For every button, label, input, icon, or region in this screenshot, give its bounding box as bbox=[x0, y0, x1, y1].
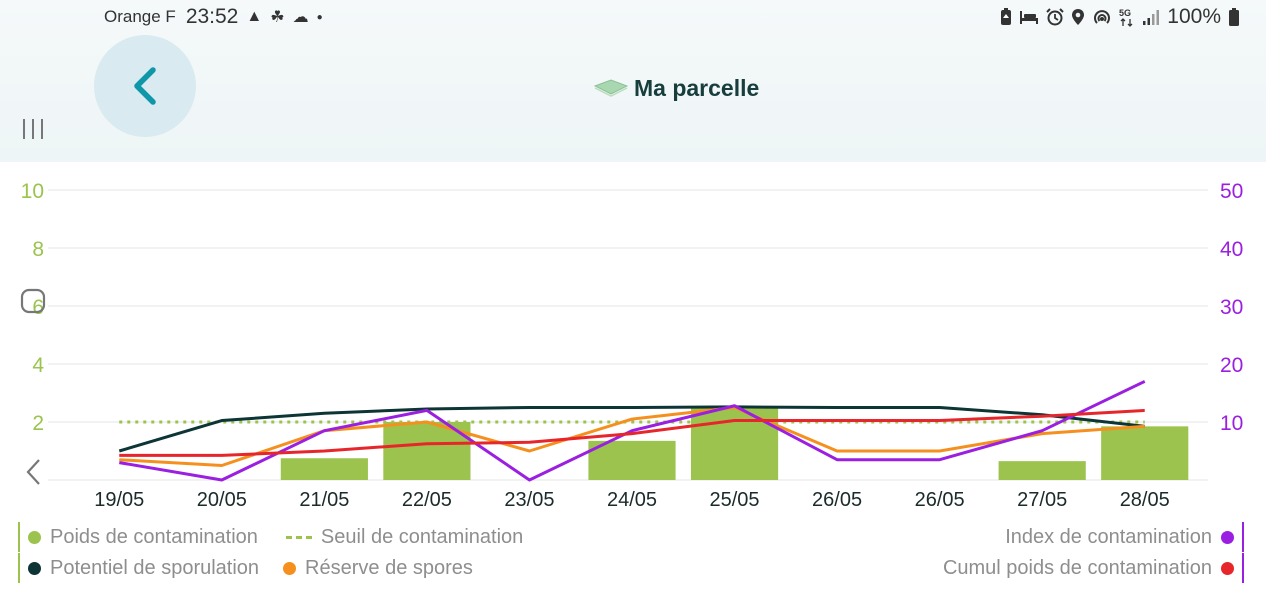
status-bar-left: Orange F 23:52 ▲ ☘ ☁ ● bbox=[104, 4, 323, 30]
chevron-left-icon bbox=[134, 67, 156, 105]
signal-icon bbox=[1143, 10, 1160, 25]
legend-separator bbox=[18, 553, 20, 583]
nav-back-icon[interactable] bbox=[24, 456, 44, 488]
legend-dot-icon bbox=[283, 561, 297, 575]
legend-separator bbox=[1242, 553, 1244, 583]
legend-item-poids[interactable]: Poids de contamination bbox=[28, 526, 258, 549]
x-tick-label: 26/05 bbox=[915, 489, 965, 511]
y-left-tick-label: 4 bbox=[32, 354, 44, 377]
parcel-icon bbox=[594, 79, 628, 97]
bar-poids-contamination bbox=[280, 458, 368, 480]
legend-label: Cumul poids de contamination bbox=[942, 556, 1212, 579]
hotspot-icon bbox=[1094, 10, 1111, 24]
navigation-icon: ▲ bbox=[246, 8, 263, 25]
x-tick-label: 28/05 bbox=[1120, 489, 1170, 511]
battery-icon bbox=[1229, 8, 1239, 26]
line-reserve-de-spores bbox=[119, 406, 1145, 467]
bar-poids-contamination bbox=[998, 461, 1086, 480]
legend-label: Seuil de contamination bbox=[320, 525, 524, 548]
line-index-de-contamination bbox=[119, 380, 1146, 482]
bar-poids-contamination bbox=[1101, 426, 1189, 480]
recent-apps-icon[interactable] bbox=[20, 116, 46, 142]
y-right-tick-label: 50 bbox=[1220, 180, 1243, 203]
cloud-icon: ☁ bbox=[292, 9, 309, 26]
x-tick-label: 23/05 bbox=[504, 489, 554, 511]
y-right-tick-label: 30 bbox=[1220, 296, 1243, 319]
line-cumul-poids-de-contamination bbox=[119, 408, 1145, 457]
legend-item-potentiel[interactable]: Potentiel de sporulation bbox=[28, 557, 259, 580]
page-title: Ma parcelle bbox=[634, 74, 760, 101]
y-right-tick-label: 10 bbox=[1220, 412, 1243, 435]
x-tick-label: 19/05 bbox=[94, 489, 144, 511]
legend-separator bbox=[1242, 522, 1244, 552]
y-right-tick-label: 40 bbox=[1220, 238, 1243, 261]
y-left-tick-label: 2 bbox=[32, 412, 44, 435]
legend-item-seuil[interactable]: Seuil de contamination bbox=[285, 525, 524, 549]
bar-poids-contamination bbox=[690, 407, 779, 480]
battery-percent: 100% bbox=[1167, 5, 1221, 28]
legend-dot-icon bbox=[1221, 530, 1234, 544]
legend-right-row-1: Index de contamination bbox=[1005, 522, 1244, 552]
legend-left-row-2: Potentiel de sporulation Réserve de spor… bbox=[18, 553, 473, 583]
legend-item-cumul[interactable]: Cumul poids de contamination bbox=[943, 557, 1234, 580]
chart: 2 4 6 8 10 10 20 30 40 50 19/05 20/05 21/05 22/05 23… bbox=[21, 180, 1244, 511]
x-tick-label: 21/05 bbox=[299, 489, 349, 511]
5g-icon: 5G bbox=[1119, 8, 1133, 27]
legend-label: Index de contamination bbox=[1005, 525, 1212, 548]
location-icon bbox=[1072, 9, 1085, 25]
legend-item-index[interactable]: Index de contamination bbox=[1005, 526, 1234, 549]
legend-dot-icon bbox=[28, 530, 41, 544]
x-tick-label: 24/05 bbox=[607, 489, 657, 511]
status-time: 23:52 bbox=[185, 5, 239, 28]
legend-right-row-2: Cumul poids de contamination bbox=[943, 553, 1244, 583]
seed-icon: ☘ bbox=[270, 9, 285, 26]
legend-label: Poids de contamination bbox=[50, 525, 258, 548]
x-tick-label: 27/05 bbox=[1017, 489, 1067, 511]
svg-text:5G: 5G bbox=[1119, 8, 1131, 18]
y-left-tick-label: 6 bbox=[32, 296, 44, 319]
legend-left-row-1: Poids de contamination Seuil de contamin… bbox=[18, 522, 523, 552]
header-title: Ma parcelle bbox=[594, 70, 759, 106]
x-tick-label: 25/05 bbox=[710, 489, 760, 511]
y-right-tick-label: 20 bbox=[1220, 354, 1243, 377]
legend-dot-icon bbox=[1221, 561, 1234, 575]
back-button[interactable] bbox=[94, 35, 196, 137]
legend-dash-icon bbox=[285, 535, 312, 539]
top-bar: Orange F 23:52 ▲ ☘ ☁ ● 5G 100% Ma parcel… bbox=[0, 0, 1266, 162]
x-tick-label: 20/05 bbox=[197, 489, 247, 511]
y-left-tick-label: 8 bbox=[32, 238, 44, 261]
legend-item-reserve[interactable]: Réserve de spores bbox=[283, 557, 473, 580]
legend-separator bbox=[18, 522, 20, 552]
status-bar-right: 5G 100% bbox=[1000, 4, 1240, 30]
alarm-icon bbox=[1046, 8, 1064, 26]
legend-dot-icon bbox=[28, 561, 41, 575]
battery-saver-icon bbox=[1001, 8, 1012, 25]
dot-icon: ● bbox=[316, 11, 323, 23]
x-tick-label: 26/05 bbox=[812, 489, 862, 511]
home-button-icon[interactable] bbox=[20, 288, 46, 314]
x-tick-label: 22/05 bbox=[402, 489, 452, 511]
y-left-tick-label: 10 bbox=[21, 180, 44, 203]
bed-icon bbox=[1020, 11, 1039, 24]
carrier-name: Orange F bbox=[104, 7, 176, 26]
line-potentiel-de-sporulation bbox=[118, 405, 1145, 453]
legend-label: Potentiel de sporulation bbox=[50, 556, 260, 579]
bar-poids-contamination bbox=[588, 440, 676, 480]
legend-label: Réserve de spores bbox=[305, 556, 473, 579]
